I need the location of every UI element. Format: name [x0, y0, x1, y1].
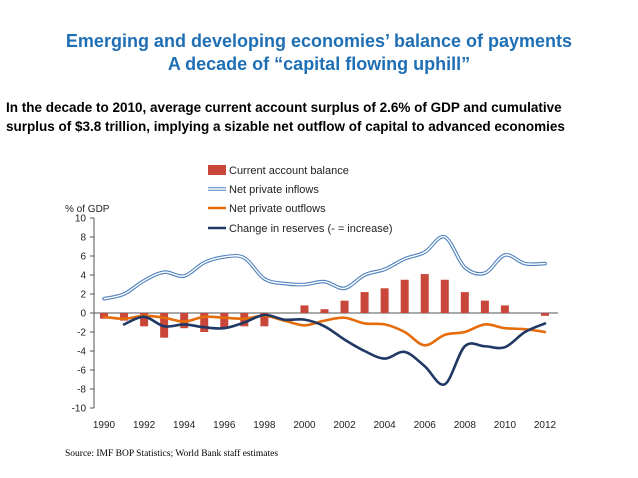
current-account-bar: [200, 313, 209, 332]
current-account-bar: [300, 305, 309, 313]
x-tick-label: 1990: [93, 420, 116, 431]
current-account-bar: [460, 292, 469, 313]
current-account-bar: [400, 279, 409, 313]
legend-label-change-in-reserves-line: Change in reserves (- = increase): [229, 223, 393, 235]
current-account-bar: [260, 313, 269, 327]
subtitle-line-1: In the decade to 2010, average current a…: [6, 100, 562, 115]
x-tick-label: 2008: [454, 420, 477, 431]
chart-title-line-2: A decade of “capital flowing uphill”: [167, 54, 471, 74]
chart-legend: Current account balance Net private inflo…: [208, 165, 393, 235]
net-private-inflows-line-core: [103, 236, 546, 300]
x-tick-label: 1998: [253, 420, 276, 431]
source-note: Source: IMF BOP Statistics; World Bank s…: [65, 449, 279, 459]
current-account-bar: [541, 313, 549, 316]
y-tick-label: -10: [72, 404, 87, 415]
y-tick-label: -2: [77, 328, 86, 339]
chart-subtitle: In the decade to 2010, average current a…: [6, 98, 632, 136]
change-in-reserves-line: [122, 313, 547, 386]
net-private-inflows-line: [102, 234, 547, 301]
chart-title-line-1: Emerging and developing economies’ balan…: [65, 31, 573, 51]
y-tick-label: -8: [77, 385, 86, 396]
x-tick-label: 2004: [374, 420, 397, 431]
x-tick-label: 2000: [293, 420, 316, 431]
current-account-bar: [320, 309, 329, 313]
current-account-bar: [480, 300, 489, 313]
current-account-bar: [340, 300, 349, 313]
legend-swatch-current-account: [208, 165, 226, 175]
x-tick-label: 1996: [213, 420, 236, 431]
x-tick-label: 2002: [333, 420, 356, 431]
current-account-bar: [420, 274, 429, 313]
plot-area: 10 8 6 4 2 0 -2 -4 -6 -8 -10 % of GDP 1990 1992 1994 19…: [65, 204, 558, 431]
subtitle-line-2: surplus of $3.8 trillion, implying a siz…: [6, 119, 565, 134]
current-account-bar: [120, 313, 129, 321]
current-account-bar: [440, 279, 449, 313]
x-tick-label: 1992: [133, 420, 156, 431]
current-account-bar: [140, 313, 149, 327]
y-tick-label: -4: [77, 347, 86, 358]
y-tick-label: 10: [75, 214, 87, 225]
y-tick-label: 8: [80, 233, 86, 244]
y-tick-label: 2: [80, 290, 86, 301]
legend-label-current-account: Current account balance: [229, 165, 349, 177]
y-tick-label: 6: [80, 252, 86, 263]
y-tick-label: -6: [77, 366, 86, 377]
y-tick-label: 4: [80, 271, 86, 282]
current-account-bar: [220, 313, 229, 329]
current-account-bar: [360, 292, 369, 313]
y-axis-label: % of GDP: [65, 204, 110, 215]
x-tick-label: 2012: [534, 420, 557, 431]
y-tick-label: 0: [80, 309, 86, 320]
current-account-bar: [380, 288, 389, 313]
current-account-bar: [500, 305, 509, 313]
legend-label-net-private-outflows-line: Net private outflows: [229, 203, 326, 215]
x-tick-label: 1994: [173, 420, 196, 431]
x-tick-label: 2006: [414, 420, 437, 431]
x-tick-label: 2010: [494, 420, 517, 431]
net-private-outflows-line: [102, 314, 547, 347]
legend-label-net-private-inflows-line: Net private inflows: [229, 184, 319, 196]
